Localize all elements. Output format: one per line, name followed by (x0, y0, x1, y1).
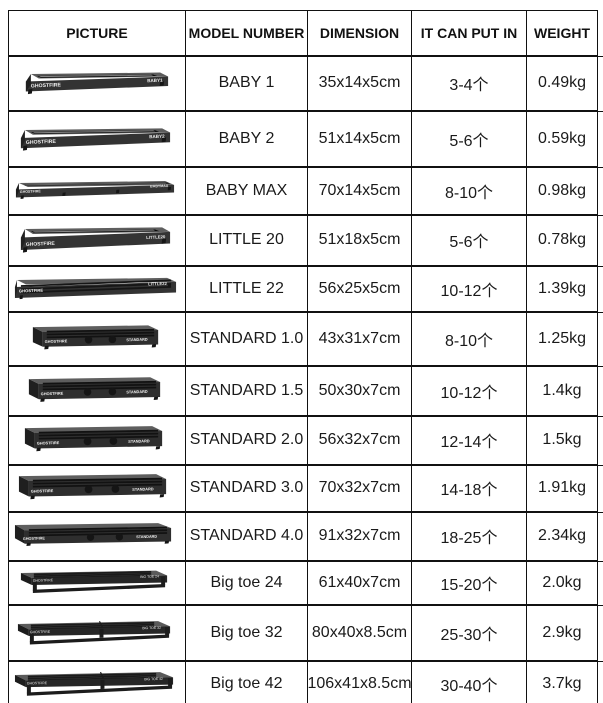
svg-text:BABYMAX: BABYMAX (150, 183, 169, 188)
svg-text:GHOSTFIRE: GHOSTFIRE (30, 629, 51, 634)
svg-text:BIG TOE 32: BIG TOE 32 (142, 625, 161, 629)
svg-text:GHOSTFIRE: GHOSTFIRE (20, 189, 42, 194)
svg-text:STANDARD: STANDARD (128, 438, 150, 444)
svg-text:STANDARD: STANDARD (132, 486, 154, 492)
svg-text:GHOSTFIRE: GHOSTFIRE (19, 287, 44, 293)
svg-text:STANDARD: STANDARD (136, 535, 157, 540)
svg-text:BIG TOE 24: BIG TOE 24 (140, 574, 159, 579)
svg-text:GHOSTFIRE: GHOSTFIRE (33, 578, 54, 583)
svg-text:BIG TOE 42: BIG TOE 42 (144, 676, 163, 680)
svg-text:BABY2: BABY2 (149, 133, 165, 139)
svg-text:GHOSTFIRE: GHOSTFIRE (23, 536, 46, 541)
svg-text:GHOSTFIRE: GHOSTFIRE (31, 488, 54, 494)
svg-text:GHOSTFIRE: GHOSTFIRE (41, 390, 64, 396)
svg-text:GHOSTFIRE: GHOSTFIRE (45, 338, 68, 344)
svg-text:GHOSTFIRE: GHOSTFIRE (27, 681, 48, 685)
svg-text:STANDARD: STANDARD (126, 336, 148, 342)
svg-text:BABY1: BABY1 (147, 78, 163, 84)
svg-text:LITTLE22: LITTLE22 (148, 280, 168, 286)
svg-text:GHOSTFIRE: GHOSTFIRE (37, 440, 60, 446)
svg-text:GHOSTFIRE: GHOSTFIRE (26, 138, 57, 145)
svg-text:STANDARD: STANDARD (126, 388, 148, 394)
svg-text:LITTLE20: LITTLE20 (146, 234, 166, 240)
svg-text:GHOSTFIRE: GHOSTFIRE (31, 82, 62, 89)
